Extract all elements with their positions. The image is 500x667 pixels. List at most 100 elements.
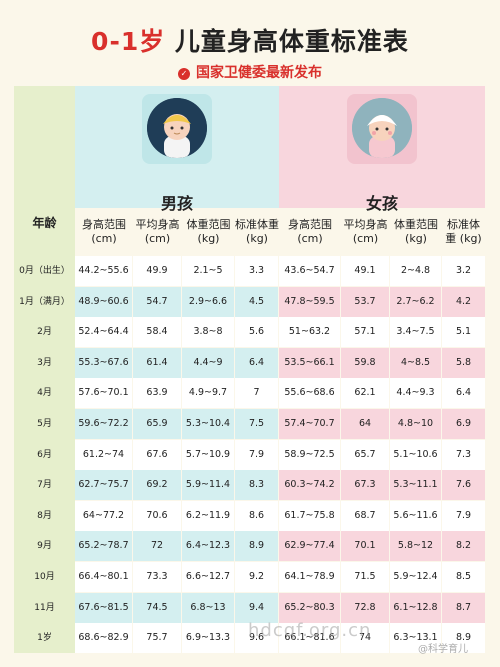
- boy-height-range-cell: 62.7~75.7: [75, 470, 132, 501]
- boy-avg-height-cell: 70.6: [133, 500, 181, 531]
- girl-std-weight-cell: 8.5: [442, 562, 485, 592]
- girl-avatar-icon: [352, 98, 412, 158]
- girl-weight-range-cell: 5.9~12.4: [390, 562, 441, 592]
- boy-weight-range-cell: 4.9~9.7: [182, 378, 234, 409]
- boy-avg-height-header: 平均身高 (cm): [135, 218, 180, 245]
- boy-avg-height-cell: 63.9: [133, 378, 181, 409]
- age-header: 年龄: [32, 216, 57, 230]
- table-row: 5月 59.6~72.2 65.9 5.3~10.4 7.5 57.4~70.7 64 4.8…: [14, 409, 485, 439]
- girl-height-range-cell: 55.6~68.6: [279, 378, 340, 409]
- boy-std-weight-cell: 3.3: [235, 256, 278, 286]
- age-cell: 8月: [37, 510, 52, 521]
- girl-weight-range-cell: 2.7~6.2: [390, 286, 441, 317]
- girl-weight-range-cell: 4.4~9.3: [390, 378, 441, 409]
- age-cell: 5月: [37, 419, 52, 429]
- girl-weight-range-cell: 5.1~10.6: [390, 439, 441, 470]
- table-row: 8月 64~77.2 70.6 6.2~11.9 8.6 61.7~75.8 68.7 5.6…: [14, 500, 485, 531]
- girl-avg-height-cell: 67.3: [341, 470, 389, 501]
- age-cell: 6月: [37, 449, 52, 460]
- table-row: 9月 65.2~78.7 72 6.4~12.3 8.9 62.9~77.4 70.1 5.8…: [14, 531, 485, 562]
- table-row: 1月（满月） 48.9~60.6 54.7 2.9~6.6 4.5 47.8~59.5 53…: [14, 286, 485, 317]
- boy-avg-height-cell: 58.4: [133, 317, 181, 348]
- age-column-bg: [14, 86, 75, 653]
- girl-std-weight-cell: 8.9: [442, 623, 485, 654]
- table-row: 3月 55.3~67.6 61.4 4.4~9 6.4 53.5~66.1 59.8 4~8.…: [14, 347, 485, 378]
- boy-height-range-cell: 67.6~81.5: [75, 592, 132, 623]
- girl-height-range-cell: 66.1~81.6: [279, 623, 340, 654]
- girl-weight-range-header: 体重范围 (kg): [394, 218, 438, 245]
- girl-avg-height-cell: 57.1: [341, 317, 389, 348]
- girl-height-range-cell: 57.4~70.7: [279, 409, 340, 439]
- title-age-range: 0-1岁: [91, 27, 166, 56]
- girl-std-weight-header: 标准体重 (kg): [445, 218, 482, 245]
- table-row: 10月 66.4~80.1 73.3 6.6~12.7 9.2 64.1~78.9 71.5…: [14, 562, 485, 592]
- boy-height-range-cell: 61.2~74: [75, 439, 132, 470]
- boy-height-range-cell: 65.2~78.7: [75, 531, 132, 562]
- table-row: 11月 67.6~81.5 74.5 6.8~13 9.4 65.2~80.3 72.8 6.…: [14, 592, 485, 623]
- boy-std-weight-cell: 7.9: [235, 439, 278, 470]
- title-text: 儿童身高体重标准表: [165, 27, 409, 56]
- girl-height-range-cell: 43.6~54.7: [279, 256, 340, 286]
- girl-avg-height-cell: 49.1: [341, 256, 389, 286]
- age-cell: 4月: [37, 388, 52, 399]
- girl-weight-range-cell: 3.4~7.5: [390, 317, 441, 348]
- age-cell: 0月（出生）: [19, 266, 70, 276]
- girl-std-weight-cell: 4.2: [442, 286, 485, 317]
- boy-weight-range-cell: 5.9~11.4: [182, 470, 234, 501]
- watermark: hdcqf.org.cn: [248, 620, 372, 641]
- boy-avg-height-cell: 67.6: [133, 439, 181, 470]
- boy-weight-range-cell: 6.6~12.7: [182, 562, 234, 592]
- girl-avg-height-cell: 70.1: [341, 531, 389, 562]
- boy-avg-height-cell: 74.5: [133, 592, 181, 623]
- boy-weight-range-cell: 4.4~9: [182, 347, 234, 378]
- girl-avg-height-cell: 72.8: [341, 592, 389, 623]
- table-row: 2月 52.4~64.4 58.4 3.8~8 5.6 51~63.2 57.1 3.4~7.…: [14, 317, 485, 348]
- girl-std-weight-cell: 5.1: [442, 317, 485, 348]
- boy-std-weight-header: 标准体重 (kg): [235, 218, 279, 245]
- boy-std-weight-cell: 9.2: [235, 562, 278, 592]
- boy-std-weight-cell: 7.5: [235, 409, 278, 439]
- boy-std-weight-cell: 6.4: [235, 347, 278, 378]
- girl-std-weight-cell: 5.8: [442, 347, 485, 378]
- table-row: 6月 61.2~74 67.6 5.7~10.9 7.9 58.9~72.5 65.7 5.1…: [14, 439, 485, 470]
- boy-avg-height-cell: 72: [133, 531, 181, 562]
- age-cell: 9月: [37, 541, 52, 552]
- table-row: 1岁 68.6~82.9 75.7 6.9~13.3 9.6 66.1~81.6 74 6.3…: [14, 623, 485, 654]
- girl-height-range-cell: 65.2~80.3: [279, 592, 340, 623]
- girl-avg-height-header: 平均身高 (cm): [343, 218, 388, 245]
- boy-avatar-icon: [147, 98, 207, 158]
- girl-std-weight-cell: 8.2: [442, 531, 485, 562]
- age-cell: 3月: [37, 357, 52, 368]
- table-row: 0月（出生） 44.2~55.6 49.9 2.1~5 3.3 43.6~54.7 49.1…: [14, 256, 485, 286]
- boy-avg-height-cell: 54.7: [133, 286, 181, 317]
- boy-height-range-cell: 59.6~72.2: [75, 409, 132, 439]
- girl-avg-height-cell: 68.7: [341, 500, 389, 531]
- girl-avg-height-cell: 71.5: [341, 562, 389, 592]
- check-icon: ✓: [178, 68, 190, 80]
- girl-std-weight-cell: 7.9: [442, 500, 485, 531]
- boy-std-weight-cell: 7: [235, 378, 278, 409]
- page-title: 0-1岁 儿童身高体重标准表: [0, 22, 500, 58]
- boy-height-range-cell: 44.2~55.6: [75, 256, 132, 286]
- boy-std-weight-cell: 9.4: [235, 592, 278, 623]
- girl-avg-height-cell: 65.7: [341, 439, 389, 470]
- girl-weight-range-cell: 5.3~11.1: [390, 470, 441, 501]
- boy-weight-range-cell: 6.4~12.3: [182, 531, 234, 562]
- girl-avg-height-cell: 53.7: [341, 286, 389, 317]
- boy-std-weight-cell: 5.6: [235, 317, 278, 348]
- girl-weight-range-cell: 2~4.8: [390, 256, 441, 286]
- boy-height-range-cell: 68.6~82.9: [75, 623, 132, 654]
- table-row: 7月 62.7~75.7 69.2 5.9~11.4 8.3 60.3~74.2 67.3 5…: [14, 470, 485, 501]
- boy-weight-range-cell: 2.9~6.6: [182, 286, 234, 317]
- boy-height-range-cell: 55.3~67.6: [75, 347, 132, 378]
- boy-weight-range-header: 体重范围 (kg): [186, 218, 231, 245]
- girl-weight-range-cell: 4~8.5: [390, 347, 441, 378]
- boy-std-weight-cell: 4.5: [235, 286, 278, 317]
- watermark-account: @科学育儿: [418, 644, 468, 655]
- girl-weight-range-cell: 5.8~12: [390, 531, 441, 562]
- boy-std-weight-cell: 8.3: [235, 470, 278, 501]
- boy-weight-range-cell: 2.1~5: [182, 256, 234, 286]
- girl-height-range-cell: 64.1~78.9: [279, 562, 340, 592]
- boy-std-weight-cell: 8.6: [235, 500, 278, 531]
- girl-weight-range-cell: 6.3~13.1: [390, 623, 441, 654]
